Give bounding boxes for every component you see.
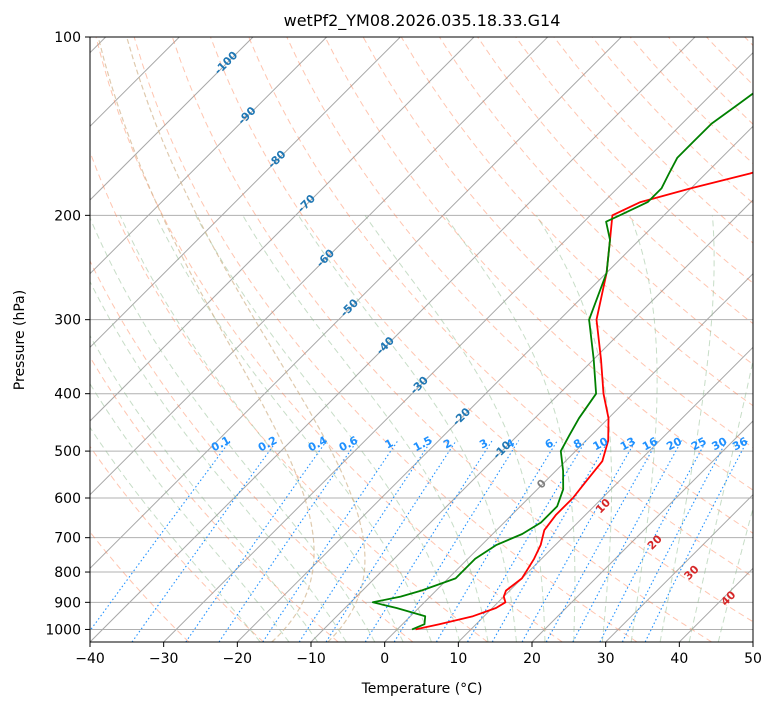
mixing-ratio-label: 13 xyxy=(618,435,638,454)
isotherm-line xyxy=(90,37,328,275)
mixing-ratio-line xyxy=(298,440,432,642)
y-tick-label: 1000 xyxy=(45,622,81,638)
isotherm-line xyxy=(236,125,753,642)
isotherm-line xyxy=(605,493,753,642)
y-tick-label: 700 xyxy=(54,531,81,547)
mixing-ratio-line xyxy=(572,440,683,642)
mixing-ratio-label: 36 xyxy=(730,435,750,454)
x-tick-label: 50 xyxy=(744,651,762,667)
plot-area xyxy=(90,37,753,642)
mixing-ratio-line xyxy=(491,440,609,642)
temperature-profile xyxy=(415,171,753,631)
isotherm-line xyxy=(163,51,753,642)
dry-adiabat-line xyxy=(248,37,753,578)
mixing-ratio-line xyxy=(644,440,748,642)
moist-adiabat-line xyxy=(90,280,347,642)
mixing-ratio-line xyxy=(521,440,637,642)
mixing-ratio-line xyxy=(325,440,457,642)
moist-adiabat-line xyxy=(364,215,546,642)
isotherm-line xyxy=(90,37,549,496)
background-lines xyxy=(90,37,753,642)
x-tick-label: −40 xyxy=(75,651,105,667)
y-tick-label: 600 xyxy=(54,491,81,507)
x-tick-label: 10 xyxy=(449,651,467,667)
moist-adiabat-line xyxy=(90,334,319,642)
moist-adiabat-line xyxy=(242,215,489,642)
mixing-ratio-line xyxy=(364,440,493,642)
mixing-ratio-line xyxy=(467,440,587,642)
moist-adiabat-line xyxy=(444,215,576,642)
x-axis: −40 −30 −20 −10 0 10 20 30 40 50 xyxy=(75,642,762,667)
mixing-ratio-label: 20 xyxy=(664,434,684,453)
dry-adiabat-line xyxy=(324,37,753,491)
x-tick-label: −10 xyxy=(296,651,326,667)
moist-adiabat-line xyxy=(90,426,261,642)
mixing-ratio-line xyxy=(545,440,659,642)
chart-title: wetPf2_YM08.2026.035.18.33.G14 xyxy=(284,11,561,31)
dry-adiabat-line xyxy=(90,356,339,642)
plot-frame xyxy=(89,36,754,643)
mixing-ratio-label: 25 xyxy=(689,435,709,454)
mixing-ratio-line xyxy=(262,440,399,642)
series-layer xyxy=(371,92,753,631)
isotherm-line xyxy=(457,346,753,642)
dry-adiabat-line xyxy=(210,37,753,623)
dry-adiabat-line xyxy=(90,259,414,642)
isotherm-line xyxy=(90,37,401,349)
moist-adiabat-line xyxy=(154,215,432,642)
y-tick-label: 100 xyxy=(54,30,81,46)
y-tick-label: 800 xyxy=(54,565,81,581)
x-tick-label: 0 xyxy=(380,651,389,667)
mixing-ratio-line xyxy=(185,440,328,642)
mixing-ratio-line xyxy=(435,440,558,642)
mixing-ratio-line xyxy=(131,440,278,642)
isotherm-line xyxy=(384,272,753,642)
mixing-ratio-label: 10 xyxy=(591,434,611,453)
moist-adiabat-line xyxy=(195,215,461,642)
y-tick-label: 300 xyxy=(54,313,81,329)
isotherm-line xyxy=(90,37,622,570)
moist-adiabat-line xyxy=(535,215,613,642)
dry-adiabat-line xyxy=(515,37,753,284)
mixing-ratio-line xyxy=(90,440,231,632)
x-tick-label: −20 xyxy=(223,651,253,667)
moist-adiabat-line xyxy=(629,215,658,642)
y-axis: 100 200 300 400 500 600 700 800 900 1000 xyxy=(45,30,90,638)
isotherm-line xyxy=(310,199,753,642)
y-tick-label: 500 xyxy=(54,444,81,460)
dry-adiabat-line xyxy=(286,37,753,534)
dewpoint-profile xyxy=(371,92,753,631)
isotherm-line xyxy=(90,37,254,201)
y-tick-label: 400 xyxy=(54,387,81,403)
isotherm-line xyxy=(90,37,696,642)
isotherm-line xyxy=(531,420,753,642)
isotherm-line xyxy=(90,37,475,422)
moist-adiabat-line xyxy=(659,215,715,642)
x-tick-label: 40 xyxy=(670,651,688,667)
x-axis-label: Temperature (°C) xyxy=(361,681,483,697)
saturation-curve xyxy=(126,37,366,642)
dry-adiabat-line xyxy=(171,37,712,642)
mixing-ratio-label: 30 xyxy=(710,435,730,454)
saturation-curve xyxy=(97,37,315,642)
moist-adiabat-line xyxy=(90,216,376,642)
dry-adiabat-line xyxy=(90,445,264,642)
mixing-ratio-label: 16 xyxy=(640,435,660,454)
x-tick-label: −30 xyxy=(149,651,179,667)
x-tick-label: 20 xyxy=(523,651,541,667)
y-tick-label: 200 xyxy=(54,208,81,224)
y-axis-label: Pressure (hPa) xyxy=(12,290,28,390)
mixing-ratio-line xyxy=(393,440,520,642)
y-tick-label: 900 xyxy=(54,595,81,611)
x-tick-label: 30 xyxy=(597,651,615,667)
